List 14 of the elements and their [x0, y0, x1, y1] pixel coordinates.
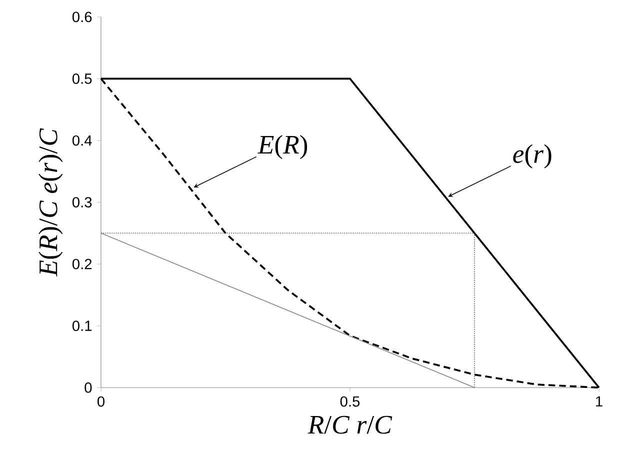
- y-tick-label: 0.5: [72, 74, 92, 84]
- annotation: e(r): [513, 144, 552, 168]
- x-tick-label: 1: [596, 396, 602, 406]
- text: E(R)/C e(r)/C: [38, 128, 63, 277]
- y-tick-label: 0.3: [72, 197, 92, 208]
- x-tick-label: 0.5: [340, 396, 360, 407]
- y-tick-label: 0.6: [72, 12, 92, 22]
- x-tick-label: 0: [97, 396, 104, 407]
- annotation: E(R): [258, 134, 308, 160]
- y-tick-label: 0: [84, 382, 92, 393]
- y-tick-label: 0.4: [72, 135, 92, 146]
- y-tick-label: 0.2: [72, 258, 92, 270]
- x-axis-title: R/C r/C: [308, 416, 392, 434]
- y-tick-label: 0.1: [72, 320, 92, 332]
